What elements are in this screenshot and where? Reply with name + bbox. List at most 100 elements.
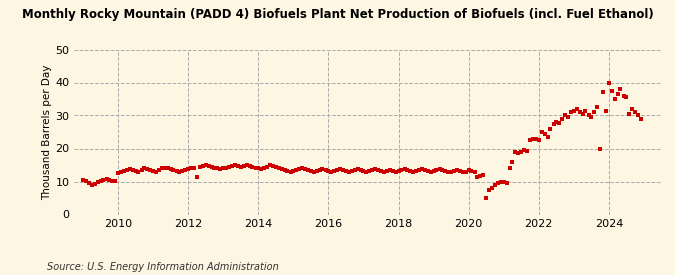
Point	[510, 150, 520, 154]
Point	[443, 169, 454, 174]
Point	[215, 167, 226, 171]
Point	[566, 110, 576, 114]
Point	[384, 168, 395, 172]
Point	[352, 167, 363, 171]
Point	[78, 178, 88, 182]
Point	[92, 180, 103, 184]
Point	[110, 179, 121, 183]
Point	[507, 160, 518, 164]
Point	[315, 168, 325, 172]
Point	[597, 90, 608, 95]
Point	[618, 94, 629, 98]
Point	[478, 173, 489, 177]
Point	[527, 136, 538, 141]
Point	[440, 169, 451, 173]
Point	[431, 168, 442, 172]
Point	[621, 95, 632, 100]
Point	[399, 167, 410, 171]
Point	[157, 166, 167, 170]
Point	[524, 138, 535, 142]
Point	[606, 89, 617, 93]
Point	[253, 166, 264, 170]
Point	[133, 169, 144, 174]
Point	[344, 169, 354, 174]
Point	[159, 166, 170, 170]
Point	[119, 169, 130, 173]
Point	[469, 169, 480, 174]
Point	[203, 163, 214, 168]
Point	[504, 166, 515, 170]
Point	[317, 167, 328, 171]
Point	[381, 169, 392, 173]
Point	[405, 169, 416, 173]
Point	[250, 166, 261, 170]
Point	[492, 181, 503, 185]
Point	[612, 92, 623, 96]
Point	[560, 113, 570, 118]
Point	[98, 178, 109, 182]
Point	[346, 169, 357, 173]
Point	[574, 110, 585, 114]
Point	[256, 167, 267, 171]
Point	[259, 166, 270, 170]
Point	[595, 146, 605, 151]
Point	[218, 166, 229, 170]
Point	[387, 168, 398, 173]
Point	[165, 167, 176, 171]
Point	[615, 87, 626, 91]
Point	[128, 168, 138, 172]
Point	[230, 163, 240, 167]
Point	[320, 168, 331, 172]
Point	[341, 169, 352, 173]
Point	[522, 149, 533, 153]
Point	[139, 166, 150, 170]
Point	[142, 167, 153, 171]
Point	[437, 168, 448, 172]
Point	[501, 181, 512, 185]
Point	[419, 168, 430, 172]
Point	[154, 168, 165, 172]
Point	[630, 110, 641, 114]
Point	[603, 80, 614, 85]
Point	[297, 166, 308, 170]
Point	[475, 173, 485, 178]
Point	[192, 174, 202, 179]
Point	[323, 169, 334, 173]
Point	[171, 169, 182, 173]
Point	[636, 117, 647, 121]
Point	[580, 108, 591, 113]
Point	[402, 168, 412, 172]
Point	[390, 169, 401, 174]
Point	[498, 179, 509, 184]
Point	[89, 182, 100, 186]
Point	[554, 120, 564, 125]
Point	[583, 113, 594, 118]
Point	[233, 163, 244, 168]
Point	[288, 169, 299, 173]
Point	[194, 164, 205, 169]
Point	[577, 112, 588, 116]
Point	[589, 110, 599, 114]
Point	[262, 164, 273, 169]
Point	[332, 168, 343, 172]
Point	[335, 167, 346, 171]
Point	[113, 171, 124, 175]
Point	[624, 112, 634, 116]
Point	[571, 107, 582, 111]
Point	[495, 179, 506, 184]
Point	[107, 178, 117, 183]
Point	[163, 166, 173, 170]
Point	[472, 174, 483, 179]
Point	[428, 169, 439, 173]
Point	[466, 169, 477, 173]
Point	[551, 120, 562, 124]
Point	[130, 169, 141, 173]
Point	[414, 168, 425, 172]
Point	[513, 151, 524, 156]
Point	[592, 105, 603, 109]
Point	[244, 163, 255, 168]
Text: Monthly Rocky Mountain (PADD 4) Biofuels Plant Net Production of Biofuels (incl.: Monthly Rocky Mountain (PADD 4) Biofuels…	[22, 8, 653, 21]
Point	[104, 178, 115, 182]
Point	[408, 169, 418, 174]
Point	[434, 167, 445, 171]
